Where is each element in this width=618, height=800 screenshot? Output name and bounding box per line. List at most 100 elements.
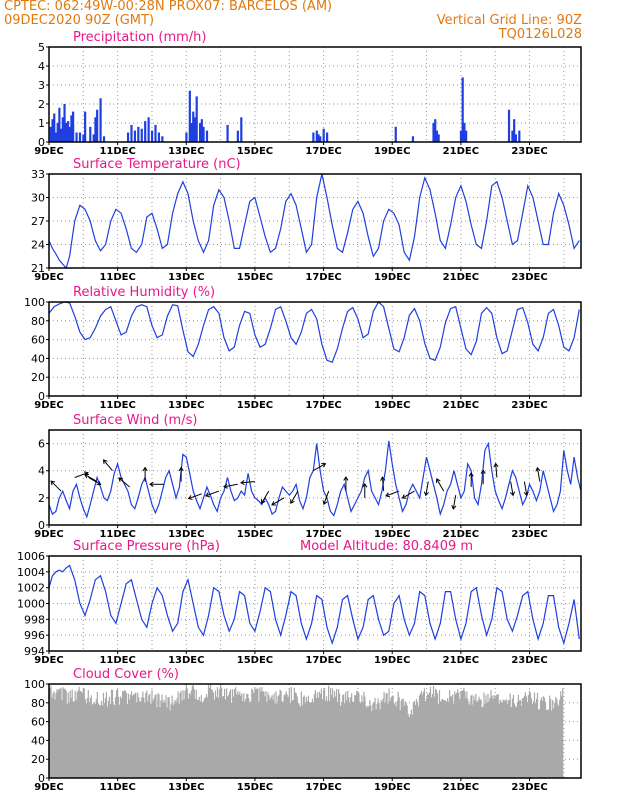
y-tick-label: 6	[38, 438, 45, 451]
y-tick-label: 33	[31, 168, 45, 181]
x-tick-label: 19DEC	[374, 782, 410, 793]
wind-arrow	[493, 462, 499, 478]
precip-bar	[99, 98, 102, 142]
x-tick-label: 19DEC	[374, 655, 410, 666]
precip-bar	[312, 132, 315, 142]
wind-arrow-head	[321, 463, 327, 468]
x-tick-label: 15DEC	[237, 655, 273, 666]
y-tick-label: 5	[38, 41, 45, 54]
precip-bar	[317, 134, 320, 142]
precip-bar	[435, 130, 439, 142]
wind-arrow-head	[50, 480, 56, 486]
precip-bar	[315, 130, 318, 142]
precip-bar	[205, 130, 209, 142]
wind-arrow	[322, 490, 330, 506]
wind-arrow-shaft	[84, 474, 98, 483]
y-tick-label: 1000	[17, 598, 45, 611]
wind-arrow	[362, 482, 368, 498]
precip-bar	[461, 77, 464, 142]
x-tick-label: 21DEC	[443, 529, 479, 540]
wind-arrow-head	[480, 469, 486, 474]
wind-arrow	[423, 481, 429, 497]
x-tick-label: 23DEC	[511, 146, 547, 157]
precip-bar	[94, 117, 97, 142]
wind-arrow-head	[84, 473, 89, 479]
precip-bar	[68, 126, 71, 142]
precip-bar	[92, 134, 95, 142]
wind-arrow-shaft	[523, 481, 528, 496]
y-tick-label: 80	[31, 315, 45, 328]
x-tick-label: 23DEC	[511, 655, 547, 666]
wind-arrow-shaft	[452, 495, 457, 510]
precip-bar	[89, 126, 92, 142]
precip-bar	[96, 109, 99, 142]
precip-bar	[147, 117, 150, 142]
precip-bar	[236, 130, 239, 142]
wind-arrow-head	[223, 483, 228, 489]
precip-bar	[75, 132, 78, 142]
x-tick-label: 21DEC	[443, 655, 479, 666]
y-tick-label: 60	[31, 334, 45, 347]
panel-title: Cloud Cover (%)	[73, 667, 179, 682]
precip-bar	[240, 117, 243, 142]
precip-bar	[150, 130, 154, 142]
panel-frame	[48, 429, 582, 526]
wind-arrow-head	[510, 491, 516, 497]
pressure-series-line	[48, 564, 580, 646]
x-tick-label: 13DEC	[168, 272, 204, 283]
wind-arrow	[468, 472, 474, 487]
wind-arrow	[84, 473, 98, 483]
panel-pressure: 994 996 998 1000 1002 1004 1006 9DEC 11DEC 13DEC 1…	[17, 539, 582, 666]
y-tick-label: 998	[24, 613, 45, 626]
wind-arrow-head	[240, 479, 245, 486]
model-id: TQ0126L028	[498, 27, 582, 42]
wind-arrow-head	[102, 459, 108, 465]
wind-arrow-head	[96, 480, 102, 486]
wind-arrow-head	[401, 494, 407, 499]
y-tick-label: 0	[38, 390, 45, 403]
wind-arrow-shaft	[536, 467, 541, 482]
precip-bar	[195, 96, 198, 142]
precip-bar	[72, 111, 75, 142]
y-tick-label: 1002	[17, 582, 45, 595]
x-tick-label: 21DEC	[443, 400, 479, 411]
panel-temp: 21 24 27 30 33 9DEC 11DEC 13DEC 15DEC 17DEC 19DEC 2…	[31, 157, 582, 283]
precip-bar	[63, 104, 66, 142]
chart-header: CPTEC: 062:49W-00:28N PROX07: BARCELOS (…	[0, 0, 618, 48]
x-tick-label: 21DEC	[443, 146, 479, 157]
wind-arrow-head	[178, 466, 184, 472]
precip-bar	[193, 117, 197, 142]
precip-bar	[518, 130, 521, 142]
wind-series-line	[48, 440, 582, 519]
x-tick-label: 23DEC	[511, 272, 547, 283]
wind-arrow-head	[271, 501, 277, 506]
wind-arrow	[313, 463, 327, 472]
wind-arrow	[271, 497, 285, 506]
x-tick-label: 23DEC	[511, 400, 547, 411]
cloud-cover-bars	[48, 684, 564, 778]
model-altitude: Model Altitude: 80.8409 m	[300, 539, 473, 554]
station-info: CPTEC: 062:49W-00:28N PROX07: BARCELOS (…	[4, 0, 333, 14]
precip-bar	[84, 111, 87, 142]
y-tick-label: 100	[24, 678, 45, 691]
wind-arrow	[510, 481, 516, 497]
wind-arrow	[240, 479, 255, 486]
wind-arrow	[204, 490, 220, 498]
y-tick-label: 40	[31, 734, 45, 747]
precip-bar	[60, 128, 63, 142]
wind-arrow-head	[322, 500, 328, 506]
x-tick-label: 21DEC	[443, 782, 479, 793]
x-tick-label: 21DEC	[443, 272, 479, 283]
precip-bar	[70, 115, 73, 142]
precip-bar	[51, 119, 54, 142]
y-tick-label: 2	[38, 492, 45, 505]
temp-series-line	[48, 173, 580, 270]
precip-bar	[144, 121, 147, 142]
wind-arrow-head	[451, 505, 457, 510]
y-tick-label: 20	[31, 371, 45, 384]
panel-title: Surface Temperature (nC)	[73, 157, 241, 172]
y-tick-label: 4	[38, 60, 45, 73]
y-tick-label: 0	[38, 519, 45, 532]
wind-arrow-head	[493, 462, 499, 468]
